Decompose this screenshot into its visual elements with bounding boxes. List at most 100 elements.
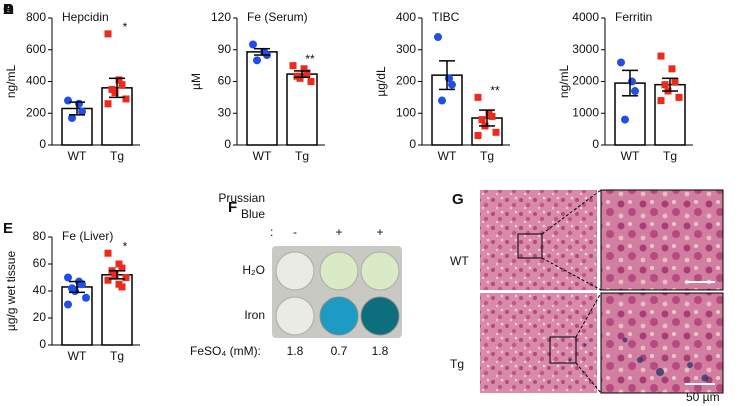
data-point — [488, 112, 496, 120]
y-tick-label: 60 — [33, 256, 47, 270]
y-tick-label: 800 — [26, 10, 46, 24]
data-point — [300, 65, 308, 73]
data-point — [307, 78, 315, 85]
row-label: Iron — [244, 308, 265, 322]
chart-title: Fe (Serum) — [247, 10, 308, 24]
stain-label: Blue — [241, 207, 265, 221]
data-point — [253, 56, 261, 65]
y-tick-label: 80 — [33, 229, 47, 243]
x-tick-label: Tg — [110, 349, 124, 363]
data-point — [78, 107, 86, 116]
data-point — [104, 100, 112, 108]
data-point — [71, 287, 79, 295]
data-point — [64, 300, 72, 309]
data-point — [111, 271, 119, 279]
stain-label: Prussian — [218, 191, 265, 205]
dose-label: FeSO₄ (mM): — [190, 344, 261, 358]
column-label: - — [293, 225, 297, 239]
y-tick-label: 200 — [26, 105, 46, 119]
x-tick-label: Tg — [480, 149, 494, 163]
dose-value: 1.8 — [287, 344, 304, 358]
data-point — [64, 96, 72, 105]
bar — [246, 51, 278, 146]
data-point — [118, 283, 126, 291]
y-axis-label: µg/dL — [374, 66, 388, 97]
data-point — [122, 274, 130, 281]
chart-title: Ferritin — [615, 10, 652, 24]
row-label: Tg — [450, 357, 464, 371]
data-point — [668, 65, 676, 73]
y-axis-label: µM — [189, 73, 203, 90]
data-point — [448, 80, 456, 89]
data-point — [118, 264, 126, 272]
y-tick-label: 2000 — [572, 74, 599, 88]
panel-letter: A — [3, 1, 14, 18]
data-point — [111, 89, 119, 97]
data-point — [115, 260, 123, 268]
y-tick-label: 400 — [396, 10, 416, 24]
y-tick-label: 0 — [224, 137, 231, 151]
panel-letter: C — [3, 1, 14, 18]
panel-letter: F — [228, 199, 237, 216]
data-point — [631, 87, 639, 96]
data-point — [474, 93, 482, 101]
data-point — [104, 30, 112, 38]
row-label: WT — [450, 254, 469, 268]
data-point — [621, 115, 629, 124]
y-tick-label: 200 — [396, 74, 416, 88]
y-tick-label: 60 — [218, 74, 232, 88]
data-point — [118, 81, 126, 89]
column-label: + — [335, 225, 342, 239]
x-tick-label: Tg — [295, 149, 309, 163]
y-tick-label: 40 — [33, 283, 47, 297]
data-point — [657, 52, 665, 60]
y-tick-label: 4000 — [572, 10, 599, 24]
x-tick-label: WT — [68, 149, 87, 163]
y-tick-label: 1000 — [572, 105, 599, 119]
data-point — [438, 96, 446, 105]
panel-letter: D — [3, 1, 14, 18]
y-tick-label: 0 — [39, 137, 46, 151]
data-point — [249, 40, 257, 49]
data-point — [68, 114, 76, 123]
data-point — [474, 131, 482, 139]
x-tick-label: Tg — [110, 149, 124, 163]
data-point — [104, 249, 112, 257]
y-tick-label: 300 — [396, 42, 416, 56]
x-tick-label: WT — [68, 349, 87, 363]
panel-letter: B — [3, 1, 14, 18]
significance: ** — [305, 52, 315, 66]
y-tick-label: 0 — [39, 337, 46, 351]
data-point — [671, 78, 679, 85]
data-point — [115, 76, 123, 84]
colon: : — [270, 225, 273, 239]
x-tick-label: Tg — [663, 149, 677, 163]
chart-title: Hepcidin — [62, 10, 109, 24]
bar — [286, 73, 318, 146]
data-point — [289, 62, 297, 70]
data-point — [82, 293, 90, 302]
data-point — [104, 276, 112, 284]
y-tick-label: 90 — [218, 42, 232, 56]
y-tick-label: 600 — [26, 42, 46, 56]
x-tick-label: WT — [621, 149, 640, 163]
y-tick-label: 0 — [592, 137, 599, 151]
data-point — [628, 77, 636, 86]
y-tick-label: 120 — [211, 10, 231, 24]
data-point — [661, 81, 669, 89]
data-point — [478, 116, 486, 124]
data-point — [657, 97, 665, 105]
data-point — [75, 99, 83, 108]
y-axis-label: ng/mL — [4, 65, 18, 99]
data-point — [64, 273, 72, 282]
y-tick-label: 100 — [396, 105, 416, 119]
y-tick-label: 20 — [33, 310, 47, 324]
data-point — [303, 69, 311, 77]
chart-title: TIBC — [432, 10, 460, 24]
y-axis-label: µg/g wet tissue — [4, 251, 18, 332]
data-point — [675, 93, 683, 101]
chart-title: Fe (Liver) — [62, 229, 113, 243]
row-label: H₂O — [242, 263, 265, 277]
panel-letter: E — [3, 220, 13, 237]
